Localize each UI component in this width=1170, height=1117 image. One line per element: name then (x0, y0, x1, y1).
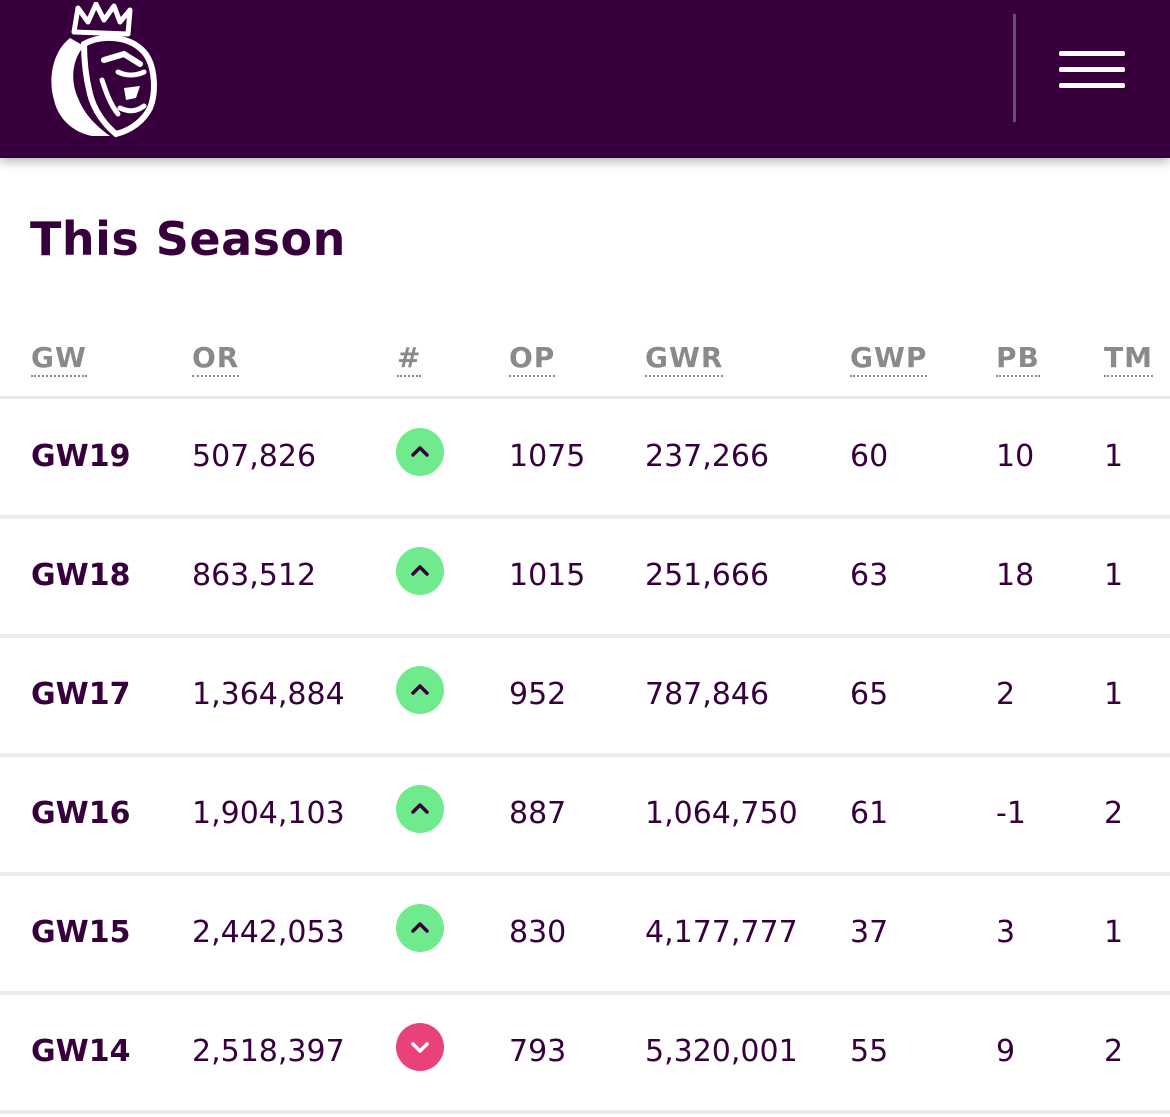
rank-up-icon (396, 547, 444, 595)
cell-or: 1,364,884 (192, 677, 345, 712)
cell-op: 830 (509, 915, 567, 950)
cell-op: 1015 (509, 558, 586, 593)
cell-tm: 1 (1104, 677, 1124, 712)
column-header-gwr[interactable]: GWR (645, 342, 724, 377)
rank-down-icon (396, 1023, 444, 1071)
cell-op: 1075 (509, 439, 586, 474)
cell-gwr: 5,320,001 (645, 1034, 798, 1069)
cell-pb: -1 (996, 796, 1026, 831)
column-header-tm[interactable]: TM (1104, 342, 1153, 377)
rank-up-icon (396, 904, 444, 952)
rank-up-icon (396, 428, 444, 476)
cell-tm: 1 (1104, 558, 1124, 593)
cell-gwp: 61 (850, 796, 889, 831)
cell-tm: 2 (1104, 1034, 1124, 1069)
cell-gwr: 1,064,750 (645, 796, 798, 831)
rank-up-icon (396, 785, 444, 833)
hamburger-menu-icon[interactable] (1048, 36, 1136, 102)
cell-pb: 10 (996, 439, 1035, 474)
cell-pb: 2 (996, 677, 1016, 712)
cell-gwp: 63 (850, 558, 889, 593)
table-row[interactable]: GW16 1,904,103 887 1,064,750 61 -1 2 (0, 756, 1170, 876)
cell-gw: GW15 (31, 915, 131, 950)
cell-gwr: 4,177,777 (645, 915, 798, 950)
site-header (0, 0, 1170, 158)
table-row[interactable]: GW14 2,518,397 793 5,320,001 55 9 2 (0, 994, 1170, 1114)
cell-or: 1,904,103 (192, 796, 345, 831)
cell-op: 952 (509, 677, 567, 712)
cell-gwp: 65 (850, 677, 889, 712)
cell-gw: GW16 (31, 796, 131, 831)
cell-gwr: 237,266 (645, 439, 770, 474)
rank-up-icon (396, 666, 444, 714)
table-row[interactable]: GW19 507,826 1075 237,266 60 10 1 (0, 399, 1170, 519)
cell-pb: 9 (996, 1034, 1016, 1069)
premier-league-lion-icon[interactable] (44, 2, 162, 140)
cell-or: 507,826 (192, 439, 317, 474)
cell-or: 863,512 (192, 558, 317, 593)
cell-gwp: 60 (850, 439, 889, 474)
cell-op: 887 (509, 796, 567, 831)
cell-gw: GW17 (31, 677, 131, 712)
cell-tm: 1 (1104, 915, 1124, 950)
column-header-gwp[interactable]: GWP (850, 342, 928, 377)
cell-pb: 18 (996, 558, 1035, 593)
cell-tm: 2 (1104, 796, 1124, 831)
cell-pb: 3 (996, 915, 1016, 950)
cell-gwr: 251,666 (645, 558, 770, 593)
page-title: This Season (30, 212, 346, 266)
table-header: GW OR # OP GWR GWP PB TM (0, 330, 1170, 396)
column-header-or[interactable]: OR (192, 342, 240, 377)
column-header-gw[interactable]: GW (31, 342, 87, 377)
cell-gwr: 787,846 (645, 677, 770, 712)
cell-op: 793 (509, 1034, 567, 1069)
cell-or: 2,518,397 (192, 1034, 345, 1069)
cell-gwp: 37 (850, 915, 889, 950)
cell-gw: GW14 (31, 1034, 131, 1069)
cell-gwp: 55 (850, 1034, 889, 1069)
header-divider (1013, 14, 1016, 122)
cell-gw: GW19 (31, 439, 131, 474)
cell-or: 2,442,053 (192, 915, 345, 950)
cell-gw: GW18 (31, 558, 131, 593)
column-header-pb[interactable]: PB (996, 342, 1040, 377)
column-header-op[interactable]: OP (509, 342, 556, 377)
table-row[interactable]: GW17 1,364,884 952 787,846 65 2 1 (0, 637, 1170, 757)
header-divider-line (0, 396, 1170, 399)
cell-tm: 1 (1104, 439, 1124, 474)
column-header-movement[interactable]: # (397, 342, 422, 377)
table-row[interactable]: GW15 2,442,053 830 4,177,777 37 3 1 (0, 875, 1170, 995)
table-row[interactable]: GW18 863,512 1015 251,666 63 18 1 (0, 518, 1170, 638)
